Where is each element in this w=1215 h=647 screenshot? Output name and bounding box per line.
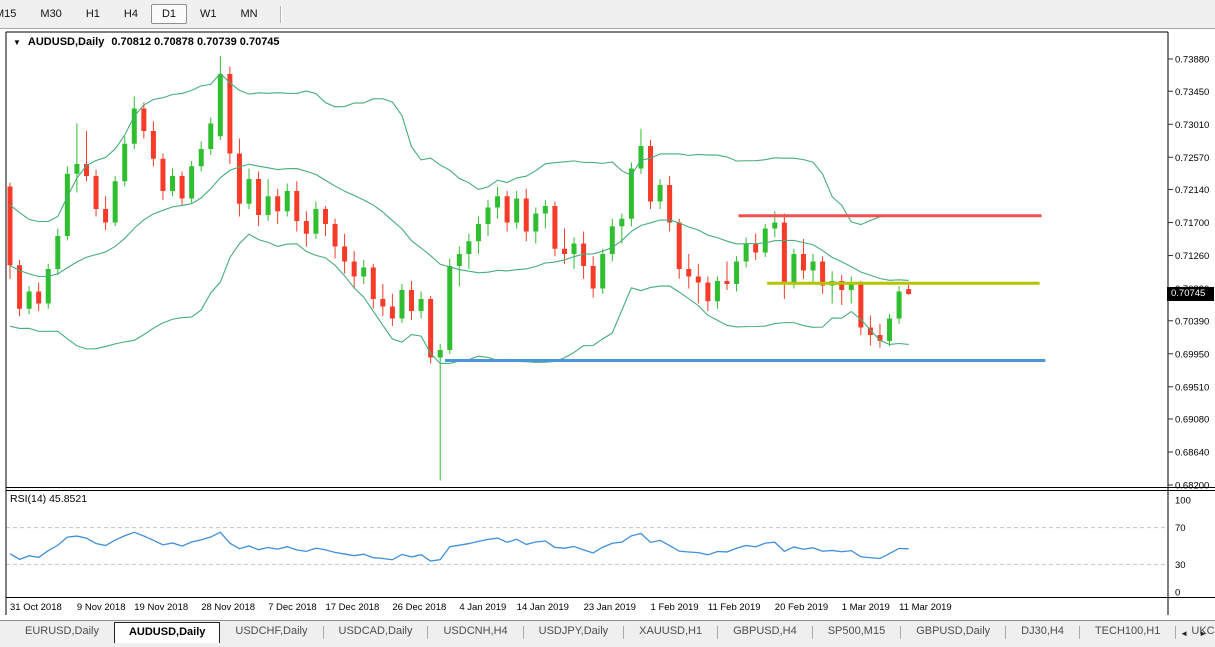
tab-separator <box>900 626 902 639</box>
price-tick-label: 0.72140 <box>1175 185 1209 196</box>
tab-scroll-right-icon[interactable]: ► <box>1199 629 1207 638</box>
chart-ohlc-values: 0.70812 0.70878 0.70739 0.70745 <box>111 36 280 48</box>
price-tick-label: 0.73450 <box>1175 87 1209 98</box>
date-tick-label: 23 Jan 2019 <box>584 602 636 613</box>
symbol-tabs: EURUSD,Daily AUDUSD,Daily USDCHF,Daily USDC… <box>10 621 1215 643</box>
price-tick-label: 0.72570 <box>1175 153 1209 164</box>
price-tick-label: 0.68200 <box>1175 481 1209 492</box>
current-price-badge: 0.70745 <box>1167 287 1214 301</box>
timeframe-button-w1[interactable]: W1 <box>200 8 217 20</box>
tab-separator <box>1078 626 1080 639</box>
chart-tab-usdjpy-daily[interactable]: USDJPY,Daily <box>538 625 609 637</box>
symbol-tab-bar: EURUSD,Daily AUDUSD,Daily USDCHF,Daily USDC… <box>0 620 1215 647</box>
price-tick-label: 0.73880 <box>1175 55 1209 66</box>
rsi-indicator-label: RSI(14) 45.8521 <box>10 493 88 505</box>
bollinger-middle-band <box>9 163 909 282</box>
price-tick-label: 0.69510 <box>1175 382 1209 393</box>
chevron-down-icon[interactable]: ▼ <box>13 37 21 47</box>
date-tick-label: 7 Dec 2018 <box>268 602 317 613</box>
date-tick-label: 14 Jan 2019 <box>517 602 569 613</box>
chart-canvas: 0.73880 0.73450 0.73010 0.72570 0.72140 0.717… <box>5 31 1215 615</box>
rsi-tick-label: 0 <box>1175 588 1180 599</box>
price-tick-label: 0.73010 <box>1175 120 1209 131</box>
tab-separator <box>811 626 813 639</box>
rsi-tick-label: 30 <box>1175 560 1186 571</box>
chart-tab-tech100-h1[interactable]: TECH100,H1 <box>1094 625 1161 637</box>
chart-tab-eurusd-daily[interactable]: EURUSD,Daily <box>25 625 99 637</box>
date-tick-label: 1 Feb 2019 <box>651 602 699 613</box>
chart-tab-dj30-h4[interactable]: DJ30,H4 <box>1021 625 1064 637</box>
tab-separator <box>427 626 429 639</box>
price-tick-label: 0.70390 <box>1175 316 1209 327</box>
timeframe-button-m30[interactable]: M30 <box>40 8 62 20</box>
price-tick-label: 0.71260 <box>1175 251 1209 262</box>
price-axis: 0.73880 0.73450 0.73010 0.72570 0.72140 0.717… <box>1168 55 1209 599</box>
date-tick-label: 9 Nov 2018 <box>77 602 126 613</box>
timeframe-button-d1[interactable]: D1 <box>150 4 187 24</box>
rsi-panel <box>6 527 1168 565</box>
timeframe-button-m15[interactable]: M15 <box>0 8 17 20</box>
date-tick-label: 11 Mar 2019 <box>899 602 952 613</box>
date-axis: 31 Oct 2018 9 Nov 2018 19 Nov 2018 28 Nov 2… <box>10 602 952 613</box>
chart-tab-usdcnh-h4[interactable]: USDCNH,H4 <box>443 625 508 637</box>
bollinger-upper-band <box>9 72 909 226</box>
chart-frame <box>5 31 1215 615</box>
rsi-line <box>9 531 909 562</box>
tab-separator <box>522 626 524 639</box>
chart-symbol-label: AUDUSD,Daily <box>27 36 105 48</box>
tab-scroll-left-icon[interactable]: ◄ <box>1180 629 1189 638</box>
tab-separator <box>1175 626 1177 639</box>
price-tick-label: 0.68640 <box>1175 448 1209 459</box>
date-tick-label: 17 Dec 2018 <box>325 602 379 613</box>
timeframe-button-h4[interactable]: H4 <box>123 8 138 20</box>
tab-separator <box>322 626 324 639</box>
timeframe-toolbar: M15 M30 H1 H4 D1 W1 MN <box>0 0 1215 29</box>
chart-tab-xauusd-h1[interactable]: XAUUSD,H1 <box>639 625 703 637</box>
date-tick-label: 4 Jan 2019 <box>459 602 506 613</box>
tab-separator <box>1005 626 1007 639</box>
timeframe-buttons: M15 M30 H1 H4 D1 W1 MN <box>0 4 270 24</box>
date-tick-label: 1 Mar 2019 <box>842 602 890 613</box>
date-tick-label: 20 Feb 2019 <box>775 602 828 613</box>
price-tick-label: 0.69950 <box>1175 349 1209 360</box>
timeframe-button-h1[interactable]: H1 <box>85 8 100 20</box>
date-tick-label: 19 Nov 2018 <box>134 602 188 613</box>
timeframe-button-mn[interactable]: MN <box>240 8 258 20</box>
main-price-panel <box>7 56 1046 481</box>
chart-title: ▼ AUDUSD,Daily 0.70812 0.70878 0.70739 0… <box>13 36 280 48</box>
rsi-tick-label: 100 <box>1175 496 1191 507</box>
tab-separator <box>717 626 719 639</box>
chart-tab-sp500-m15[interactable]: SP500,M15 <box>827 625 886 637</box>
date-tick-label: 31 Oct 2018 <box>10 602 62 613</box>
rsi-tick-label: 70 <box>1175 523 1186 534</box>
toolbar-separator <box>279 5 281 23</box>
tab-scroll-arrows: ◄ ► <box>1180 629 1207 638</box>
chart-tab-audusd-daily[interactable]: AUDUSD,Daily <box>113 622 221 643</box>
chart-tab-gbpusd-h4[interactable]: GBPUSD,H4 <box>733 625 797 637</box>
chart-tab-ukc[interactable]: UKC <box>1191 625 1215 637</box>
price-tick-label: 0.69080 <box>1175 415 1209 426</box>
date-tick-label: 28 Nov 2018 <box>201 602 255 613</box>
chart-tab-usdcad-daily[interactable]: USDCAD,Daily <box>338 625 413 637</box>
date-tick-label: 26 Dec 2018 <box>392 602 446 613</box>
chart-tab-gbpusd-daily[interactable]: GBPUSD,Daily <box>916 625 991 637</box>
date-tick-label: 11 Feb 2019 <box>708 602 761 613</box>
tab-separator <box>623 626 625 639</box>
price-tick-label: 0.71700 <box>1175 218 1209 229</box>
chart-tab-usdchf-daily[interactable]: USDCHF,Daily <box>235 625 308 637</box>
candles-group <box>7 56 912 481</box>
